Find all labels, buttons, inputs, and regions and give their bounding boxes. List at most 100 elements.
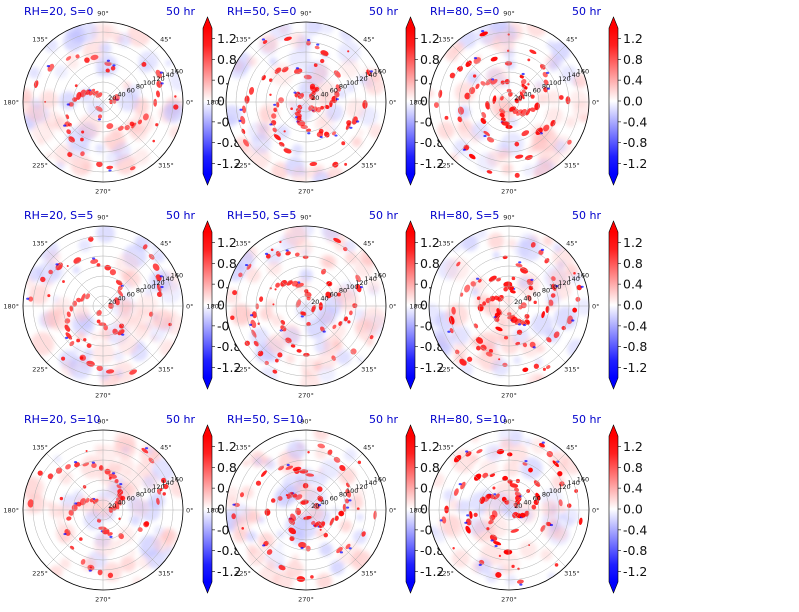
radial-tick-label: 40	[320, 294, 328, 302]
angle-tick-label: 90°	[300, 10, 312, 18]
radial-tick-label: 40	[523, 294, 531, 302]
radial-tick-label: 20	[108, 298, 116, 306]
radial-tick-label: 80	[339, 83, 347, 91]
angle-tick-label: 45°	[160, 36, 172, 44]
radial-tick-label: 160	[577, 67, 589, 75]
angle-tick-label: 0°	[592, 99, 599, 107]
polar-grid	[22, 429, 184, 591]
colorbar-tick-label: 1.2	[420, 235, 440, 250]
colorbar-tick-label: -1.2	[623, 360, 647, 375]
radial-tick-label: 60	[533, 495, 541, 503]
angle-tick-label: 180°	[409, 303, 425, 311]
radial-tick-label: 140	[567, 479, 579, 487]
angle-tick-label: 45°	[160, 240, 172, 248]
angle-tick-label: 270°	[501, 188, 517, 196]
radial-tick-label: 60	[127, 291, 135, 299]
angle-tick-label: 0°	[389, 99, 396, 107]
angle-tick-label: 90°	[503, 214, 515, 222]
panel-title: RH=80, S=10	[430, 413, 506, 426]
angle-tick-label: 225°	[235, 161, 251, 169]
angle-tick-label: 90°	[97, 214, 109, 222]
panel-title: RH=80, S=0	[430, 5, 499, 18]
polar-axes-border	[225, 429, 387, 591]
polar-grid	[225, 225, 387, 387]
radial-tick-label: 20	[514, 502, 522, 510]
panel-title: RH=20, S=5	[24, 209, 93, 222]
radial-tick-label: 140	[161, 275, 173, 283]
radial-tick-label: 100	[346, 487, 358, 495]
angle-tick-label: 90°	[97, 10, 109, 18]
colorbar-tick-label: 1.2	[623, 235, 643, 250]
angle-tick-label: 90°	[503, 10, 515, 18]
polar-axes-border	[428, 225, 590, 387]
angle-tick-label: 0°	[592, 303, 599, 311]
radial-tick-label: 160	[577, 475, 589, 483]
polar-grid	[225, 429, 387, 591]
polar-grid	[428, 225, 590, 387]
colorbar-tick-label: 1.2	[217, 235, 237, 250]
radial-tick-label: 60	[330, 87, 338, 95]
angle-tick-label: 135°	[32, 240, 48, 248]
radial-tick-label: 20	[514, 298, 522, 306]
radial-tick-label: 120	[355, 483, 367, 491]
radial-tick-label: 160	[374, 271, 386, 279]
colorbar-tick-label: 0.4	[623, 481, 643, 496]
angle-tick-label: 315°	[564, 365, 580, 373]
polar-axes-border	[428, 429, 590, 591]
radial-tick-label: 40	[320, 498, 328, 506]
angle-tick-label: 270°	[501, 596, 517, 604]
angle-tick-label: 45°	[363, 444, 375, 452]
radial-tick-label: 40	[320, 90, 328, 98]
colorbar-tick-label: 0.8	[420, 52, 440, 67]
angle-tick-label: 315°	[158, 161, 174, 169]
angle-tick-label: 180°	[409, 99, 425, 107]
radial-tick-label: 80	[542, 491, 550, 499]
angle-tick-label: 180°	[206, 303, 222, 311]
time-label: 50 hr	[572, 5, 601, 18]
radial-tick-label: 140	[161, 479, 173, 487]
colorbar-tick-label: 0.8	[217, 256, 237, 271]
angle-tick-label: 90°	[503, 418, 515, 426]
radial-tick-label: 100	[143, 283, 155, 291]
angle-tick-label: 180°	[206, 99, 222, 107]
radial-tick-label: 100	[143, 487, 155, 495]
colorbar-tick-label: 1.2	[623, 31, 643, 46]
colorbar-tick-label: -1.2	[217, 564, 241, 579]
angle-tick-label: 135°	[438, 36, 454, 44]
colorbar-tick-label: 0.0	[623, 94, 643, 109]
time-label: 50 hr	[369, 5, 398, 18]
colorbar-tick-label: -0.8	[623, 543, 647, 558]
angle-tick-label: 135°	[235, 240, 251, 248]
panel-title: RH=50, S=0	[227, 5, 296, 18]
radial-tick-label: 120	[558, 279, 570, 287]
angle-tick-label: 0°	[186, 507, 193, 515]
colorbar-tick-label: -0.4	[623, 318, 647, 333]
field-texture	[23, 430, 183, 588]
radial-tick-label: 140	[364, 275, 376, 283]
time-label: 50 hr	[572, 209, 601, 222]
radial-tick-label: 140	[567, 275, 579, 283]
colorbar-tick-label: -0.8	[623, 339, 647, 354]
colorbar-tick-label: -1.2	[217, 360, 241, 375]
angle-tick-label: 225°	[438, 365, 454, 373]
colorbar-tick-label: -1.2	[420, 360, 444, 375]
radial-tick-label: 120	[355, 75, 367, 83]
radial-tick-label: 160	[171, 67, 183, 75]
polar-axes-border	[22, 225, 184, 387]
angle-tick-label: 225°	[32, 569, 48, 577]
colorbar: 1.2 0.8 0.4 0.0 -0.4 -0.8 -1.2	[608, 16, 647, 186]
radial-tick-label: 60	[127, 87, 135, 95]
angle-tick-label: 180°	[3, 303, 19, 311]
radial-tick-label: 40	[117, 294, 125, 302]
radial-tick-label: 40	[523, 498, 531, 506]
polar-axes-border	[225, 225, 387, 387]
angle-tick-label: 90°	[97, 418, 109, 426]
angle-tick-label: 135°	[438, 240, 454, 248]
panel-title: RH=50, S=5	[227, 209, 296, 222]
angle-tick-label: 270°	[298, 188, 314, 196]
angle-tick-label: 135°	[235, 444, 251, 452]
